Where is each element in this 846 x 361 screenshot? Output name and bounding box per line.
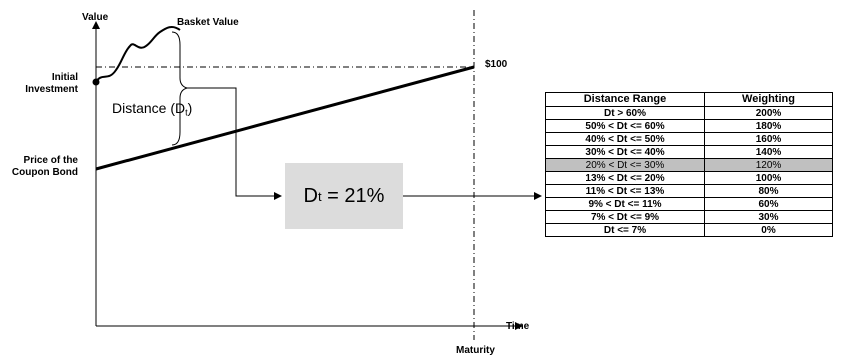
- coupon-bond-line: [95, 65, 475, 171]
- weighting-cell: 60%: [704, 197, 833, 211]
- table-row: 13% < Dt <= 20% 100%: [545, 171, 833, 185]
- table-header-row: Distance Range Weighting: [545, 92, 833, 107]
- distance-range-cell: 50% < Dt <= 60%: [545, 119, 705, 133]
- weighting-table: Distance Range Weighting Dt > 60% 200% 50%…: [545, 92, 833, 237]
- distance-subscript: t: [185, 107, 188, 118]
- weighting-cell: 180%: [704, 119, 833, 133]
- coupon-bond-line1: Price of the: [23, 155, 78, 166]
- distance-range-cell: 20% < Dt <= 30%: [545, 158, 705, 172]
- distance-text: Distance (D: [112, 100, 186, 116]
- result-subscript: t: [318, 188, 322, 204]
- y-axis-label: Value: [82, 12, 109, 23]
- basket-value-curve: [95, 25, 181, 83]
- header-distance-range: Distance Range: [545, 92, 705, 107]
- distance-range-cell: 11% < Dt <= 13%: [545, 184, 705, 198]
- coupon-bond-line2: Coupon Bond: [11, 167, 78, 178]
- table-row: 20% < Dt <= 30% 120%: [545, 158, 833, 172]
- result-value: = 21%: [321, 184, 385, 207]
- table-row: 11% < Dt <= 13% 80%: [545, 184, 833, 198]
- basket-value-label: Basket Value: [177, 17, 239, 28]
- distance-range-cell: 9% < Dt <= 11%: [545, 197, 705, 211]
- x-axis-label: Time: [506, 321, 530, 332]
- table-row: Dt > 60% 200%: [545, 106, 833, 120]
- result-symbol: D: [303, 184, 318, 207]
- price-100-label: $100: [485, 59, 508, 70]
- initial-investment-line2: Investment: [25, 84, 78, 95]
- start-dot: [92, 78, 100, 86]
- weighting-cell: 160%: [704, 132, 833, 146]
- distance-range-cell: 30% < Dt <= 40%: [545, 145, 705, 159]
- table-row: Dt <= 7% 0%: [545, 223, 833, 237]
- weighting-cell: 100%: [704, 171, 833, 185]
- table-row: 7% < Dt <= 9% 30%: [545, 210, 833, 224]
- distance-label: Distance (Dt): [112, 100, 192, 118]
- distance-range-cell: 13% < Dt <= 20%: [545, 171, 705, 185]
- initial-investment-line1: Initial: [51, 72, 78, 83]
- brace-to-result-connector: [187, 87, 282, 200]
- distance-range-cell: Dt > 60%: [545, 106, 705, 120]
- weighting-cell: 30%: [704, 210, 833, 224]
- table-body: Dt > 60% 200% 50% < Dt <= 60% 180% 40% < Dt …: [545, 106, 833, 237]
- distance-range-cell: Dt <= 7%: [545, 223, 705, 237]
- table-row: 40% < Dt <= 50% 160%: [545, 132, 833, 146]
- distance-brace: [171, 31, 189, 146]
- weighting-cell: 140%: [704, 145, 833, 159]
- distance-close: ): [187, 100, 193, 116]
- weighting-cell: 80%: [704, 184, 833, 198]
- distance-range-cell: 7% < Dt <= 9%: [545, 210, 705, 224]
- header-weighting: Weighting: [704, 92, 833, 107]
- table-row: 9% < Dt <= 11% 60%: [545, 197, 833, 211]
- table-row: 50% < Dt <= 60% 180%: [545, 119, 833, 133]
- table-row: 30% < Dt <= 40% 140%: [545, 145, 833, 159]
- initial-investment-label: Initial Investment: [0, 72, 78, 96]
- weighting-cell: 200%: [704, 106, 833, 120]
- distance-range-cell: 40% < Dt <= 50%: [545, 132, 705, 146]
- maturity-label: Maturity: [456, 345, 495, 356]
- weighting-cell: 0%: [704, 223, 833, 237]
- weighting-cell: 120%: [704, 158, 833, 172]
- coupon-bond-label: Price of the Coupon Bond: [0, 155, 78, 179]
